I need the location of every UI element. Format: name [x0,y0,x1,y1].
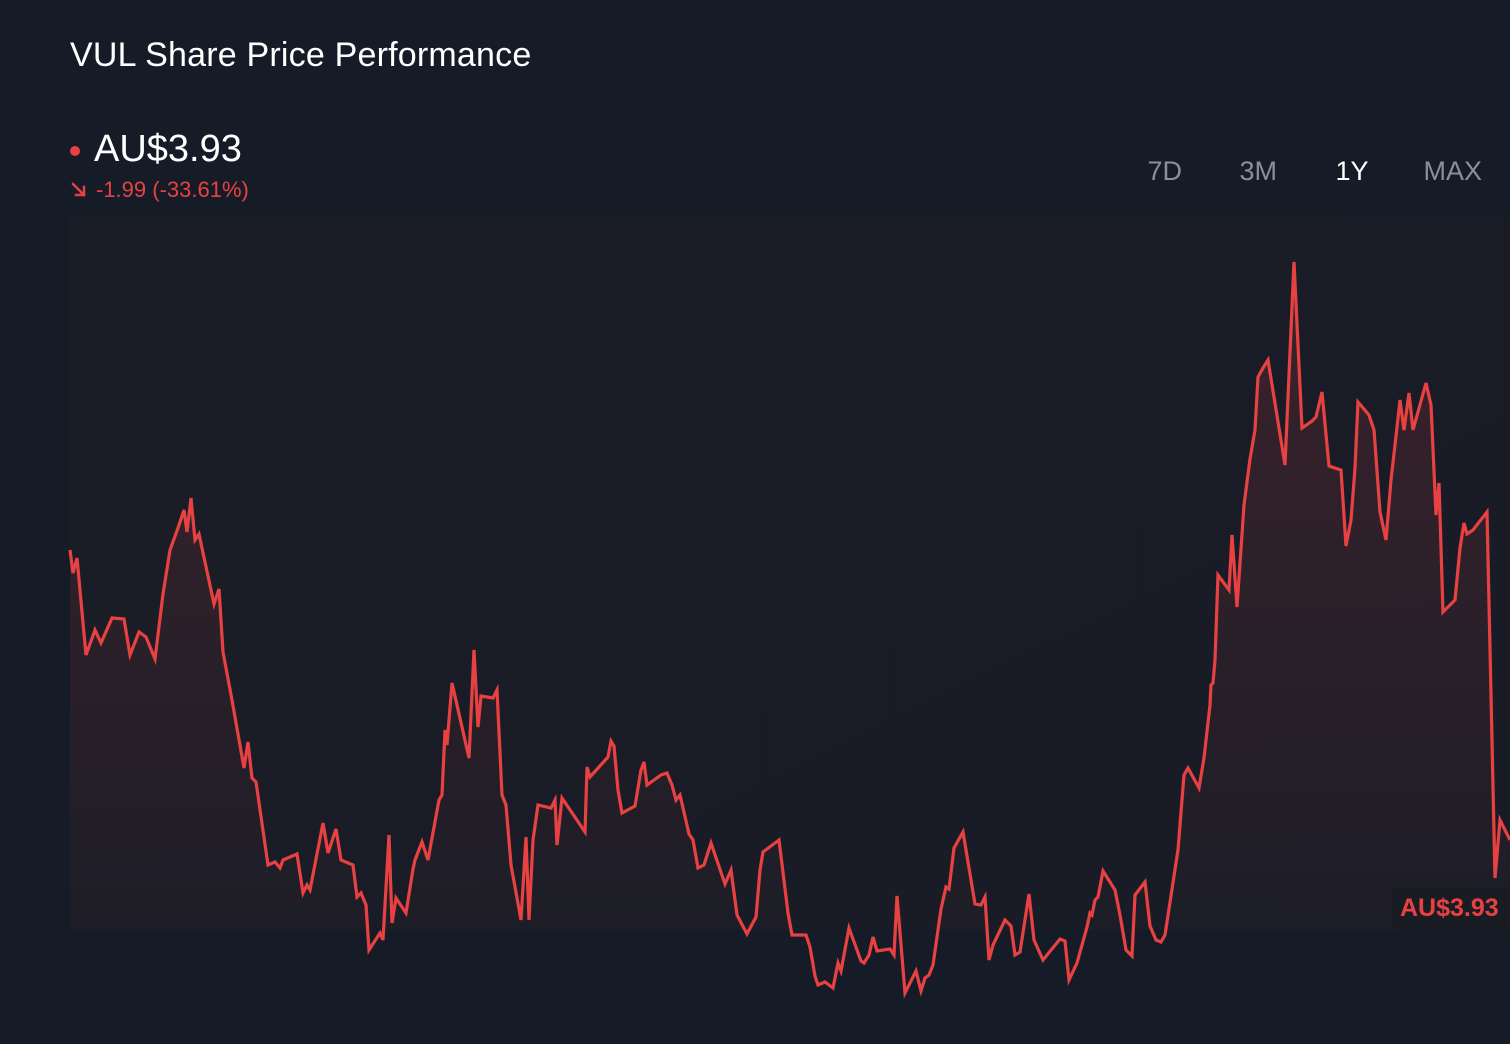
price-summary: AU$3.93 -1.99 (-33.61%) [70,128,249,203]
price-change: -1.99 (-33.61%) [70,177,249,203]
current-price: AU$3.93 [94,128,242,170]
status-dot-icon [70,145,80,156]
range-1y-button[interactable]: 1Y [1335,156,1423,187]
last-price-label: AU$3.93 [1391,887,1510,929]
range-7d-button[interactable]: 7D [1147,156,1239,187]
price-area-fill [70,262,1510,930]
time-range-selector: 7D 3M 1Y MAX [1147,156,1482,187]
chart-title: VUL Share Price Performance [70,36,532,74]
range-3m-button[interactable]: 3M [1239,156,1335,187]
price-line [68,261,1510,999]
range-max-button[interactable]: MAX [1423,156,1482,186]
arrow-down-right-icon [71,182,86,197]
price-change-value: -1.99 (-33.61%) [96,177,249,202]
